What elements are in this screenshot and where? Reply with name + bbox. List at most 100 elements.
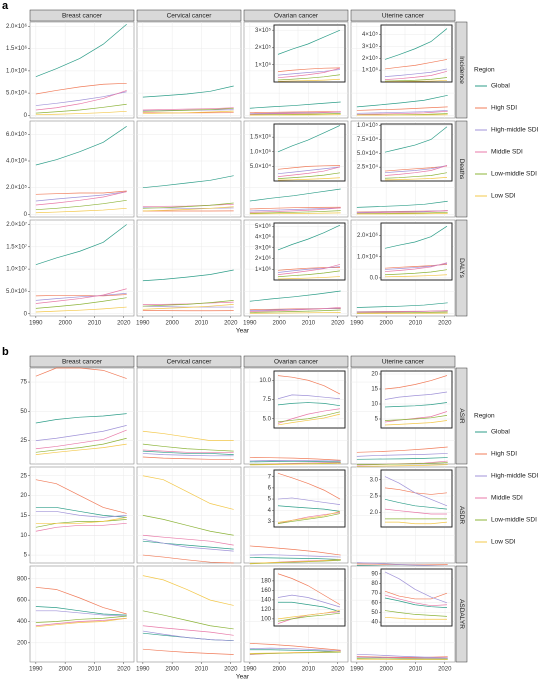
series-line [142, 625, 234, 636]
strip [29, 355, 135, 368]
strip [350, 9, 456, 22]
strip [455, 120, 468, 218]
strip-text: Cervical cancer [167, 359, 213, 366]
series-line [384, 508, 447, 515]
series-line [277, 172, 341, 180]
inset-y-tick-label: 1×10⁵ [255, 61, 272, 68]
y-tick-label: 0 [24, 311, 28, 317]
inset-y-tick-label: 5.0×10⁴ [357, 150, 379, 157]
series-line [277, 67, 341, 79]
series-line [384, 411, 448, 423]
strip-text: Deaths [458, 159, 465, 180]
inset-y-tick-label: 10.0 [259, 378, 271, 384]
inset-y-tick-label: 7.5×10⁴ [357, 136, 379, 143]
strip [455, 367, 468, 465]
x-tick-label: 1990 [350, 321, 364, 327]
x-tick-label: 2000 [58, 667, 72, 673]
series-line [142, 648, 234, 655]
y-tick-label: 400 [17, 619, 28, 625]
x-tick-label: 2000 [379, 321, 393, 327]
series-line [249, 306, 341, 312]
inset-y-tick-label: 1×10⁵ [362, 67, 379, 74]
series-line [35, 367, 127, 379]
x-tick-label: 2010 [195, 667, 209, 673]
legend-text: Middle SDI [491, 495, 523, 502]
series-line [356, 310, 448, 313]
inset-y-tick-label: 4×10⁶ [255, 234, 272, 241]
strip [136, 9, 242, 22]
y-tick-label: 75 [20, 380, 27, 386]
inset-frame [380, 568, 453, 627]
y-tick-label: 4.0×10⁵ [6, 158, 28, 165]
inset-y-tick-label: 3×10⁵ [362, 43, 379, 50]
series-line [142, 453, 234, 457]
x-tick-label: 2020 [117, 321, 131, 327]
y-tick-label: 5 [24, 553, 28, 559]
inset-y-tick-label: 160 [261, 588, 272, 594]
inset-background [380, 123, 453, 182]
series-line [277, 67, 341, 72]
panel-label: b [2, 346, 9, 358]
inset-y-tick-label: 20 [371, 372, 378, 378]
inset-y-tick-label: 2×10⁵ [255, 44, 272, 51]
inset-y-tick-label: 2.5 [370, 494, 379, 500]
facet-background [29, 466, 135, 564]
inset-y-tick-label: 10 [371, 402, 378, 408]
x-tick-label: 2020 [331, 321, 345, 327]
series-line [249, 111, 341, 115]
series-line [384, 165, 448, 174]
legend-text: Low SDI [491, 539, 516, 546]
series-line [142, 202, 234, 209]
facet-background [29, 219, 135, 317]
x-tick-label: 2000 [58, 321, 72, 327]
series-line [384, 177, 448, 181]
inset-y-tick-label: 3×10⁵ [255, 27, 272, 34]
series-line [35, 82, 127, 95]
inset-y-tick-label: 5×10⁶ [255, 223, 272, 230]
series-line [142, 456, 234, 460]
legend-text: Global [491, 83, 510, 90]
inset-y-tick-label: 180 [261, 578, 272, 584]
panel-label: a [2, 0, 9, 12]
series-line [277, 166, 341, 175]
series-line [356, 446, 448, 453]
series-line [384, 172, 448, 179]
x-tick-label: 2020 [438, 321, 452, 327]
y-tick-label: 6.0×10⁵ [6, 131, 28, 138]
x-tick-label: 2000 [272, 667, 286, 673]
series-line [35, 507, 127, 518]
facet-background [136, 120, 242, 218]
inset-y-tick-label: 90 [371, 571, 378, 577]
inset-frame [380, 123, 453, 182]
inset-background [380, 370, 453, 429]
series-line [277, 497, 341, 505]
series-line [356, 210, 448, 214]
y-tick-label: 1.5×10⁷ [6, 243, 27, 250]
series-line [142, 305, 234, 308]
series-line [384, 28, 448, 60]
series-line [277, 512, 341, 524]
series-line [277, 394, 341, 400]
series-line [384, 415, 448, 421]
series-line [35, 288, 127, 304]
facet-background [136, 367, 242, 465]
series-line [35, 103, 127, 114]
strip-text: ASIR [458, 408, 465, 423]
series-line [277, 166, 341, 177]
x-tick-label: 1990 [29, 667, 43, 673]
series-line [142, 630, 234, 642]
series-line [356, 213, 448, 215]
y-tick-label: 600 [17, 598, 28, 604]
series-line [384, 126, 448, 153]
series-line [277, 78, 341, 82]
facet-background [136, 219, 242, 317]
x-tick-label: 1990 [136, 321, 150, 327]
strip-text: DALYs [458, 258, 465, 278]
inset-y-tick-label: 7 [268, 474, 272, 480]
strip-text: Uterine cancer [382, 359, 425, 366]
series-line [35, 126, 127, 166]
series-line [356, 200, 448, 208]
series-line [384, 225, 448, 249]
series-line [384, 391, 448, 400]
